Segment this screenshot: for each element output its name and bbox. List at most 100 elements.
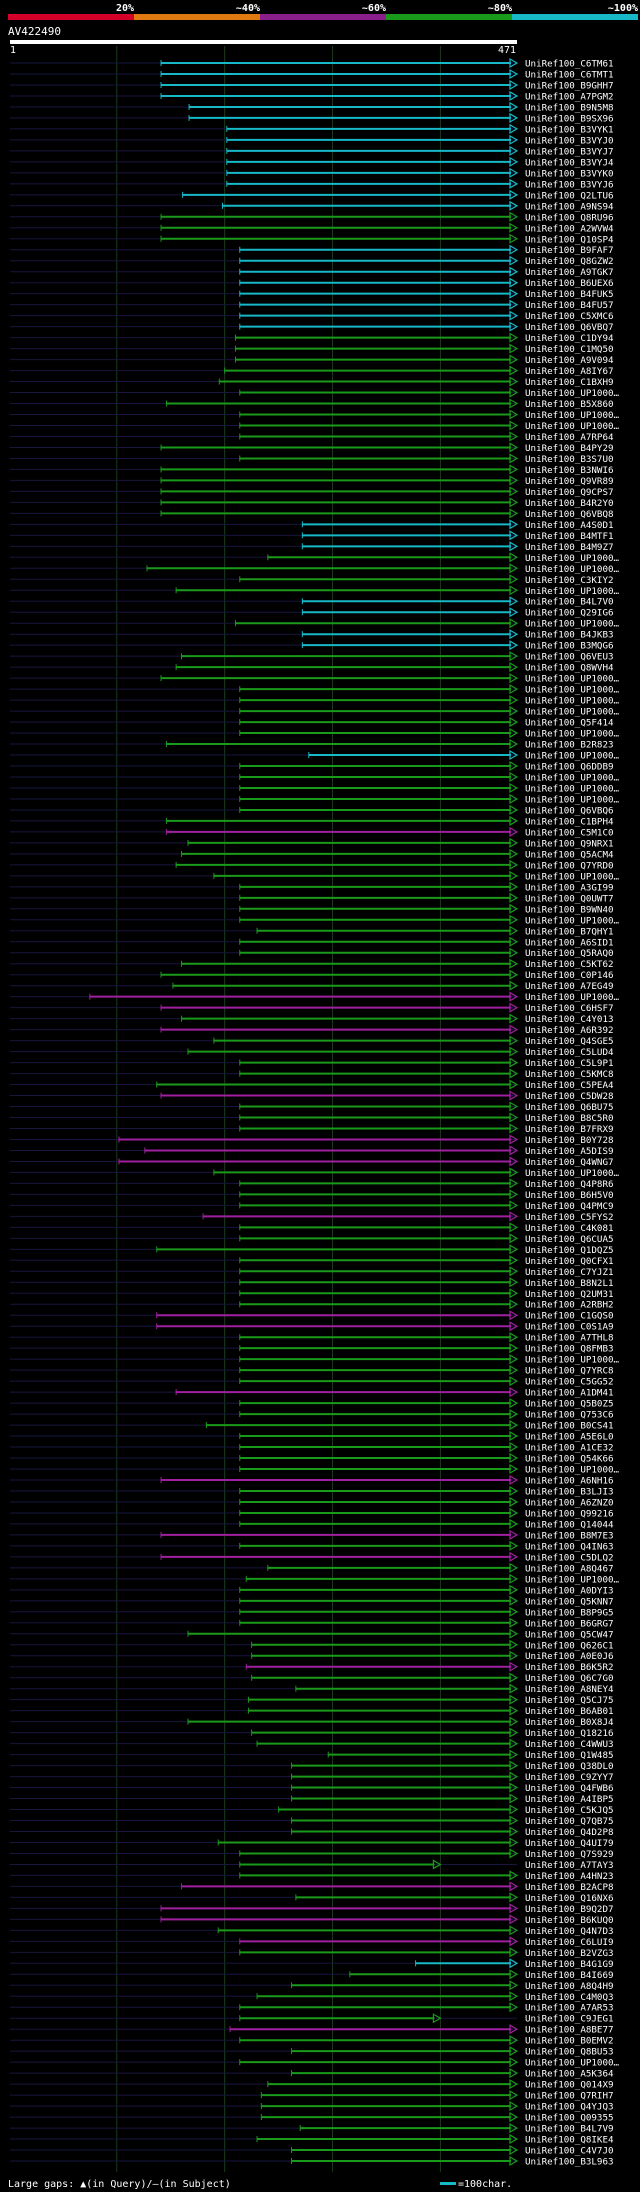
hit-label: UniRef100_C5KMC8 (525, 1069, 614, 1080)
hit-label: UniRef100_B9Q2D7 (525, 1904, 614, 1915)
hit-arrow (509, 1233, 519, 1244)
hit-label: UniRef100_B4FUK5 (525, 289, 614, 300)
hit-label: UniRef100_C5PEA4 (525, 1080, 614, 1091)
hit-arrow (509, 596, 519, 607)
hit-label: UniRef100_B9N5M8 (525, 102, 614, 113)
hit-arrow (509, 1310, 519, 1321)
hit-arrow (509, 1507, 519, 1518)
hit-label: UniRef100_A7TAY3 (525, 1860, 614, 1871)
hit-label: UniRef100_Q6VBQ8 (525, 509, 614, 520)
hit-arrow (509, 1892, 519, 1903)
hit-arrow (509, 728, 519, 739)
hit-label: UniRef100_B3NWI6 (525, 465, 614, 476)
hit-label: UniRef100_B4R2Y0 (525, 498, 614, 509)
hit-label: UniRef100_UP1000… (525, 421, 620, 432)
hit-label: UniRef100_A2WVW4 (525, 223, 614, 234)
hit-label: UniRef100_Q8IKE4 (525, 2135, 614, 2146)
hit-label: UniRef100_Q09355 (525, 2113, 614, 2124)
hit-label: UniRef100_Q5F414 (525, 718, 614, 729)
hit-label: UniRef100_B3VYK1 (525, 124, 614, 135)
hit-arrow (509, 255, 519, 266)
legend-swatch (8, 14, 134, 20)
hit-label: UniRef100_A9V094 (525, 355, 614, 366)
hit-label: UniRef100_B4L7V9 (525, 2124, 614, 2135)
hit-arrow (509, 1387, 519, 1398)
hit-arrow (509, 848, 519, 859)
hit-arrow (509, 1705, 519, 1716)
hit-arrow (509, 1332, 519, 1343)
footer-scale-text: =100char. (458, 2179, 512, 2190)
hit-label: UniRef100_A3GI99 (525, 882, 614, 893)
hit-label: UniRef100_C6TM61 (525, 59, 614, 70)
query-bar (10, 40, 517, 44)
hit-arrow (509, 793, 519, 804)
hit-label: UniRef100_B3VYJ0 (525, 135, 614, 146)
hit-arrow (509, 79, 519, 91)
hit-label: UniRef100_C5KT62 (525, 959, 614, 970)
hit-arrow (509, 310, 519, 321)
hit-label: UniRef100_Q29IG6 (525, 608, 614, 619)
hit-arrow (432, 2013, 442, 2024)
hit-label: UniRef100_Q5CW47 (525, 1629, 614, 1640)
hit-label: UniRef100_UP1000… (525, 1355, 620, 1366)
hit-label: UniRef100_Q6CUA5 (525, 1234, 614, 1245)
hit-arrow (509, 398, 519, 409)
hit-arrow (509, 1288, 519, 1299)
hit-arrow (509, 1002, 519, 1013)
hit-label: UniRef100_UP1000… (525, 729, 620, 740)
hit-label: UniRef100_Q6VBQ7 (525, 322, 614, 333)
identity-legend: 20% ~40% ~60% ~80% ~100% (8, 3, 638, 20)
hit-label: UniRef100_Q626C1 (525, 1640, 614, 1651)
hit-label: UniRef100_C1BPH4 (525, 816, 614, 827)
hit-arrow (509, 1672, 519, 1683)
hit-arrow (509, 1046, 519, 1057)
hit-arrow (509, 1529, 519, 1540)
hit-arrow (509, 1826, 519, 1837)
hit-label: UniRef100_Q8WVH4 (525, 663, 614, 674)
hit-arrow (509, 2144, 519, 2156)
hit-label: UniRef100_UP1000… (525, 871, 620, 882)
hit-label: UniRef100_Q6DDB9 (525, 762, 614, 773)
hit-arrow (509, 1617, 519, 1628)
hit-arrow (509, 760, 519, 772)
hit-label: UniRef100_UP1000… (525, 751, 620, 762)
hit-label: UniRef100_A6SID1 (525, 937, 614, 948)
hit-label: UniRef100_C4V7J0 (525, 2146, 614, 2157)
hit-arrow (509, 2024, 519, 2035)
hit-arrow (509, 837, 519, 848)
hit-label: UniRef100_B3MQG6 (525, 641, 614, 652)
hit-label: UniRef100_B4MTF1 (525, 531, 614, 542)
hit-label: UniRef100_Q9VR89 (525, 476, 614, 487)
hit-arrow (509, 804, 519, 815)
hit-arrow (509, 1178, 519, 1189)
hit-label: UniRef100_B8P9G5 (525, 1607, 614, 1618)
hit-arrow (509, 1815, 519, 1826)
hit-arrow (509, 1409, 519, 1420)
hit-arrow (509, 1485, 519, 1497)
hit-arrow (509, 101, 519, 112)
hit-arrow (509, 826, 519, 837)
hit-label: UniRef100_C5L9P1 (525, 1058, 614, 1069)
hit-label: UniRef100_A7EG49 (525, 981, 614, 992)
hit-arrow (509, 343, 519, 354)
hit-label: UniRef100_B8N2L1 (525, 1278, 614, 1289)
hit-arrow (509, 1134, 519, 1145)
hit-label: UniRef100_B9FAF7 (525, 245, 614, 256)
hit-label: UniRef100_B0X8J4 (525, 1717, 614, 1728)
hit-label: UniRef100_B0Y728 (525, 1135, 614, 1146)
hit-label: UniRef100_A7AR53 (525, 2003, 614, 2014)
hit-arrow (509, 1694, 519, 1705)
hit-arrow (509, 1551, 519, 1562)
legend-label: ~100% (608, 3, 638, 14)
hit-label: UniRef100_C5LUD4 (525, 1047, 614, 1058)
hit-arrow (509, 651, 519, 662)
hit-arrow (509, 277, 519, 288)
hit-arrow (509, 2035, 519, 2046)
hit-label: UniRef100_C5DLQ2 (525, 1552, 614, 1563)
hit-arrow (509, 1925, 519, 1936)
hit-arrow (509, 1189, 519, 1200)
hit-arrow (509, 1211, 519, 1222)
hit-label: UniRef100_Q14044 (525, 1519, 614, 1530)
hit-arrow (509, 662, 519, 673)
